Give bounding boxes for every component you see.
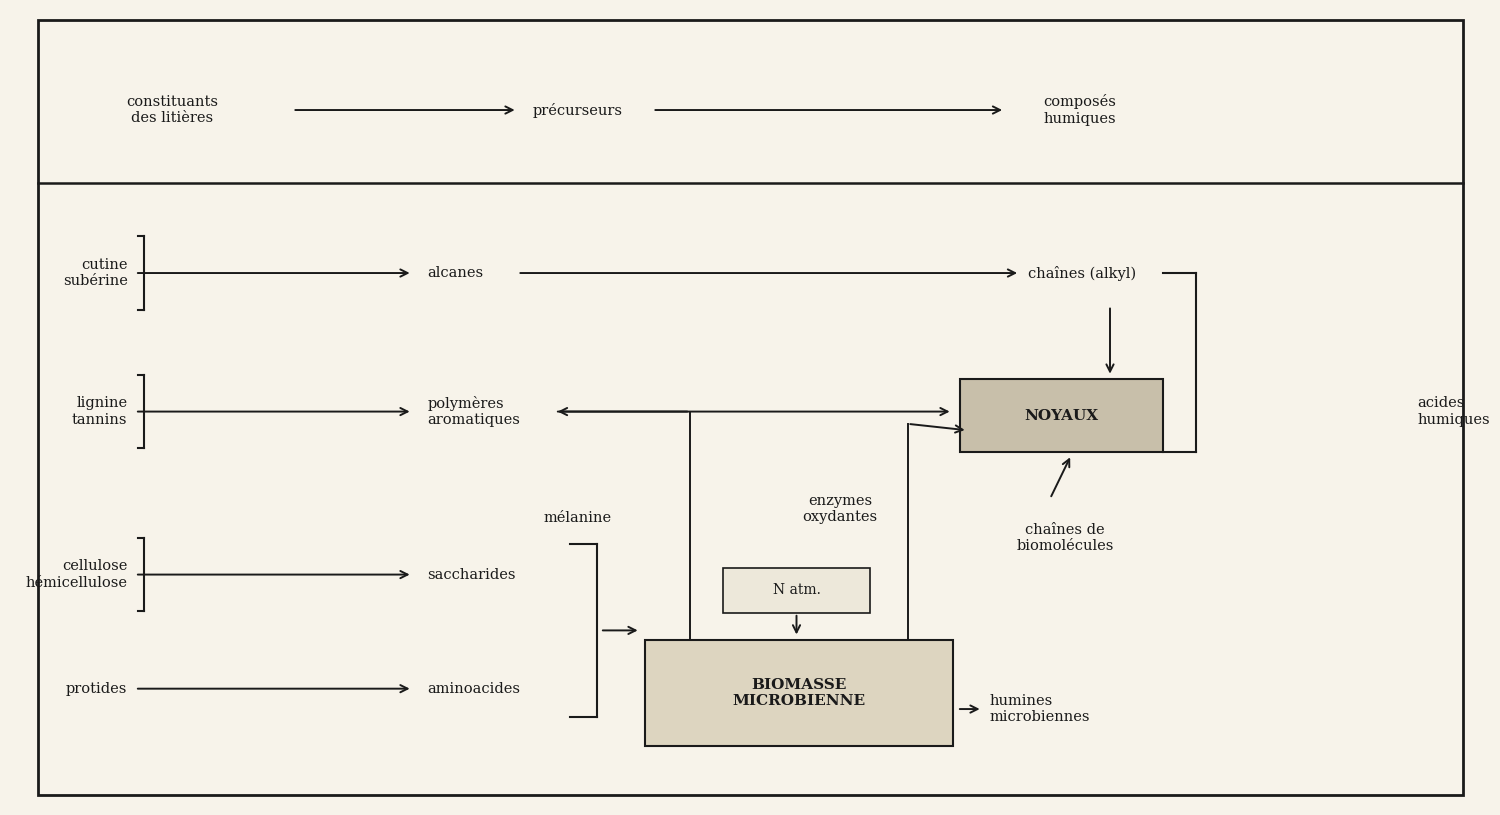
- Text: N atm.: N atm.: [772, 584, 820, 597]
- Text: précurseurs: précurseurs: [532, 103, 622, 117]
- Text: humines
microbiennes: humines microbiennes: [990, 694, 1090, 725]
- Text: acides
humiques: acides humiques: [1418, 396, 1490, 427]
- Text: chaînes de
biomolécules: chaînes de biomolécules: [1017, 522, 1113, 553]
- Text: alcanes: alcanes: [427, 266, 483, 280]
- Text: saccharides: saccharides: [427, 567, 516, 582]
- Text: chaînes (alkyl): chaînes (alkyl): [1028, 266, 1136, 280]
- Text: NOYAUX: NOYAUX: [1024, 408, 1098, 423]
- Text: lignine
tannins: lignine tannins: [72, 396, 128, 427]
- Text: mélanine: mélanine: [543, 510, 612, 525]
- FancyBboxPatch shape: [723, 568, 870, 613]
- Text: cutine
subérine: cutine subérine: [63, 258, 128, 289]
- Text: composés
humiques: composés humiques: [1044, 95, 1116, 126]
- Text: enzymes
oxydantes: enzymes oxydantes: [802, 494, 877, 525]
- FancyBboxPatch shape: [645, 640, 952, 746]
- Text: BIOMASSE
MICROBIENNE: BIOMASSE MICROBIENNE: [732, 677, 866, 708]
- FancyBboxPatch shape: [960, 379, 1162, 452]
- Text: polymères
aromatiques: polymères aromatiques: [427, 396, 520, 427]
- Text: cellulose
hémicellulose: cellulose hémicellulose: [26, 559, 128, 590]
- Text: protides: protides: [66, 681, 128, 696]
- Text: constituants
des litières: constituants des litières: [126, 95, 219, 126]
- Text: aminoacides: aminoacides: [427, 681, 520, 696]
